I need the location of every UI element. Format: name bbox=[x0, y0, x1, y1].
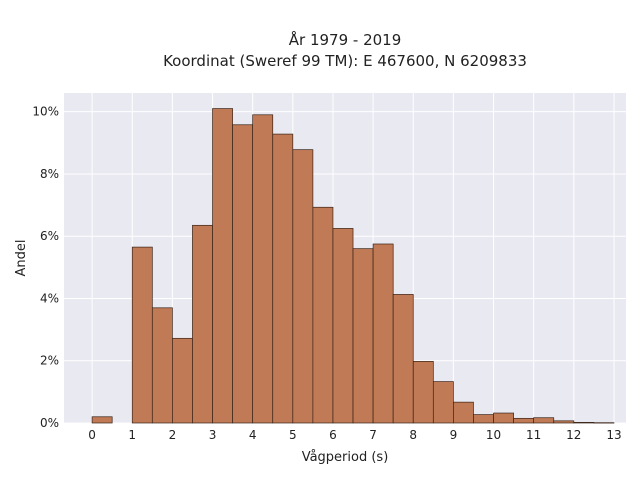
histogram-bar bbox=[412, 361, 434, 424]
y-tick-label: 10% bbox=[32, 105, 59, 119]
x-tick-label: 2 bbox=[169, 428, 177, 442]
histogram-bar bbox=[352, 248, 374, 424]
x-axis-label: Vågperiod (s) bbox=[302, 450, 389, 465]
histogram-bar bbox=[91, 416, 113, 424]
y-axis-label: Andel bbox=[14, 240, 29, 277]
y-ticks: 0% 2% 4% 6% 8% 10% bbox=[32, 105, 59, 430]
y-tick-label: 0% bbox=[40, 416, 59, 430]
y-tick-label: 4% bbox=[40, 291, 59, 305]
histogram-bar bbox=[272, 133, 294, 424]
bars-group bbox=[91, 108, 615, 424]
histogram-bar bbox=[312, 206, 334, 424]
histogram-bar bbox=[292, 149, 314, 424]
histogram-bar bbox=[573, 422, 595, 424]
x-tick-label: 11 bbox=[526, 428, 541, 442]
histogram-bar bbox=[252, 114, 274, 424]
x-ticks: 0 1 2 3 4 5 6 7 8 9 10 11 12 13 bbox=[88, 428, 621, 442]
histogram-bar bbox=[493, 412, 514, 424]
x-tick-label: 7 bbox=[369, 428, 377, 442]
x-tick-label: 6 bbox=[329, 428, 337, 442]
histogram-bar bbox=[392, 294, 414, 424]
histogram-bar bbox=[192, 224, 213, 424]
x-tick-label: 3 bbox=[209, 428, 217, 442]
chart-title: År 1979 - 2019 bbox=[289, 30, 402, 49]
histogram-bar bbox=[372, 243, 394, 424]
histogram-bar bbox=[553, 420, 575, 424]
histogram-bar bbox=[172, 337, 193, 424]
x-tick-label: 9 bbox=[450, 428, 458, 442]
histogram-bar bbox=[533, 417, 555, 424]
histogram-bar bbox=[232, 124, 254, 424]
y-tick-label: 8% bbox=[40, 167, 59, 181]
x-tick-label: 12 bbox=[566, 428, 581, 442]
x-tick-label: 8 bbox=[409, 428, 417, 442]
y-tick-label: 2% bbox=[40, 354, 59, 368]
histogram-bar bbox=[453, 401, 474, 424]
histogram-bar bbox=[473, 414, 494, 424]
histogram-bar bbox=[131, 246, 153, 424]
histogram-bar bbox=[151, 307, 173, 424]
y-tick-label: 6% bbox=[40, 229, 59, 243]
chart-subtitle: Koordinat (Sweref 99 TM): E 467600, N 62… bbox=[163, 52, 527, 70]
x-tick-label: 10 bbox=[486, 428, 501, 442]
histogram-bar bbox=[513, 417, 535, 424]
x-tick-label: 4 bbox=[249, 428, 257, 442]
x-tick-label: 1 bbox=[128, 428, 136, 442]
histogram-bar bbox=[332, 228, 354, 424]
histogram-bar bbox=[212, 108, 233, 424]
x-tick-label: 5 bbox=[289, 428, 297, 442]
x-tick-label: 0 bbox=[88, 428, 96, 442]
histogram-bar bbox=[432, 381, 454, 424]
x-tick-label: 13 bbox=[606, 428, 621, 442]
